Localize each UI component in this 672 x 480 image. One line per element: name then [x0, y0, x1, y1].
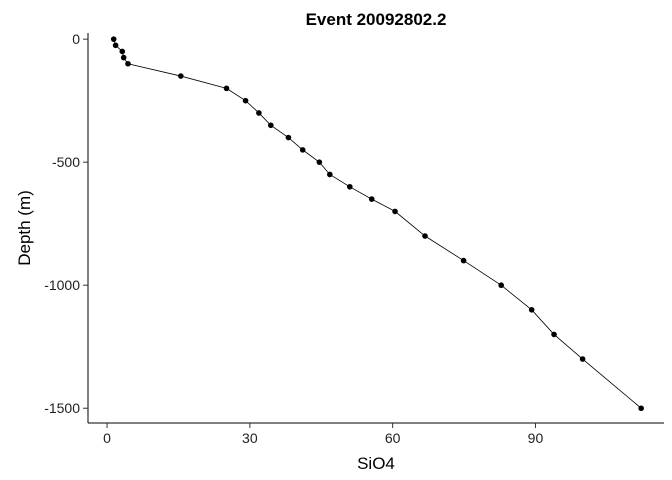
data-point — [299, 147, 306, 153]
data-point — [460, 257, 467, 264]
chart-title: Event 20092802.2 — [306, 10, 447, 29]
data-point — [528, 307, 535, 313]
x-tick-label: 90 — [528, 430, 544, 446]
data-point — [178, 73, 184, 79]
data-point — [422, 233, 428, 239]
data-point — [392, 208, 398, 215]
plot-area: 0 30 60 90 0 -500 -1000 -1500 — [44, 31, 664, 446]
y-axis-label: Depth (m) — [15, 190, 34, 266]
y-tick-label: -1000 — [44, 277, 80, 293]
data-point — [268, 122, 274, 129]
y-axis-ticks: 0 -500 -1000 -1500 — [44, 31, 88, 416]
y-tick-label: -500 — [52, 154, 80, 170]
x-axis-label: SiO4 — [357, 454, 395, 473]
data-point — [125, 60, 131, 67]
y-tick-label: 0 — [72, 31, 80, 47]
data-point — [368, 196, 375, 202]
data-point — [285, 134, 292, 141]
y-tick-label: -1500 — [44, 400, 80, 416]
data-point — [316, 159, 323, 165]
x-tick-label: 0 — [103, 430, 111, 446]
x-tick-label: 60 — [385, 430, 401, 446]
data-points — [110, 36, 644, 412]
data-point — [120, 54, 127, 61]
data-point — [223, 85, 230, 92]
data-point — [551, 331, 557, 338]
data-point — [327, 171, 333, 178]
data-point — [242, 97, 249, 104]
data-point — [110, 36, 117, 42]
data-point — [579, 356, 586, 362]
data-point — [112, 42, 119, 49]
data-point — [498, 282, 505, 289]
x-tick-label: 30 — [242, 430, 258, 446]
data-point — [256, 110, 262, 116]
data-point — [638, 405, 644, 412]
x-axis-ticks: 0 30 60 90 — [103, 423, 543, 446]
data-point — [347, 183, 353, 190]
data-point — [119, 48, 126, 55]
series-line — [113, 39, 642, 409]
